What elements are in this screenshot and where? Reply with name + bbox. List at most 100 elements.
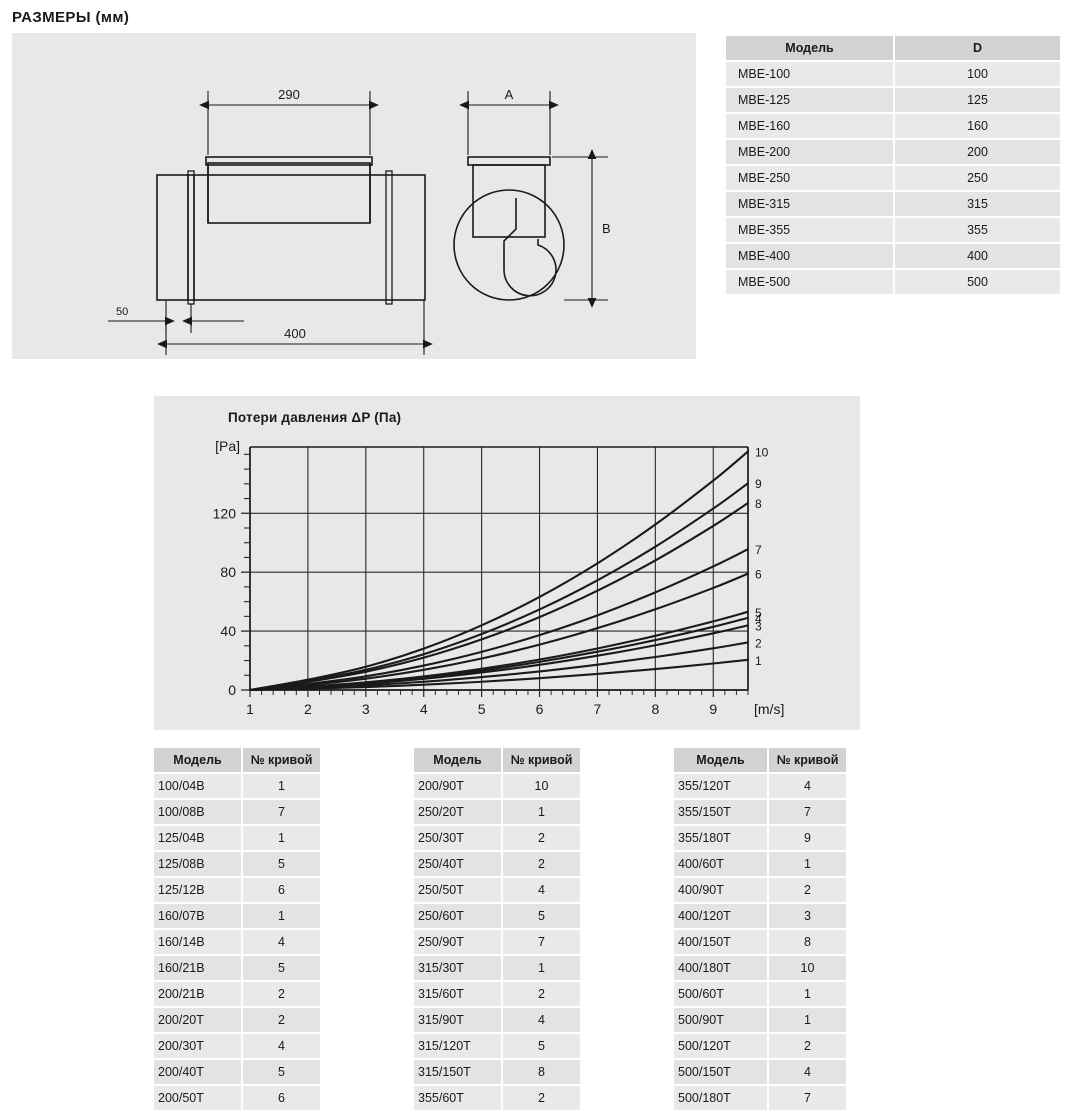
- table-row: 355/150T 7: [674, 799, 846, 826]
- cell-value: 2: [502, 851, 580, 878]
- table-row: 500/60T 1: [674, 981, 846, 1008]
- cell-model: MBE-400: [726, 243, 895, 270]
- table-row: 125/12B 6: [154, 877, 320, 904]
- cell-value: 160: [894, 113, 1060, 140]
- table-body: MBE-100 100 MBE-125 125 MBE-160 160 MBE-200 200…: [726, 61, 1060, 296]
- chart-x-tick-label: 6: [536, 701, 544, 717]
- chart-curve-label-1: 1: [755, 654, 762, 668]
- curve-number-table-1: Модель № кривой 100/04B 1 100/08B 7 125/04B 1…: [154, 748, 320, 1112]
- chart-x-tick-label: 4: [420, 701, 428, 717]
- table-header-row: Модель № кривой: [414, 748, 580, 774]
- table-row: 500/180T 7: [674, 1085, 846, 1112]
- table-row: MBE-250 250: [726, 165, 1060, 192]
- chart-curve-label-3: 3: [755, 619, 762, 633]
- cell-value: 8: [502, 1059, 580, 1086]
- cell-model: MBE-250: [726, 165, 895, 192]
- dimensions-drawing: 290 A B 50: [108, 87, 611, 355]
- cell-value: 2: [502, 981, 580, 1008]
- table-row: MBE-355 355: [726, 217, 1060, 244]
- table-row: MBE-315 315: [726, 191, 1060, 218]
- cell-model: 500/60T: [674, 981, 769, 1008]
- dimension-b-label: B: [602, 221, 611, 236]
- chart-curve-7: [248, 548, 750, 692]
- cell-value: 6: [242, 1085, 320, 1112]
- cell-value: 100: [894, 61, 1060, 88]
- page-title: РАЗМЕРЫ (мм): [12, 9, 130, 26]
- chart-x-axis-label: [m/s]: [754, 701, 784, 717]
- chart-title: Потери давления ΔP (Па): [228, 410, 402, 425]
- chart-curve-1: [248, 658, 750, 692]
- table-row: 400/180T 10: [674, 955, 846, 982]
- table-row: 250/30T 2: [414, 825, 580, 852]
- cell-value: 250: [894, 165, 1060, 192]
- header-curve-number: № кривой: [768, 748, 846, 774]
- chart-x-tick-label: 1: [246, 701, 254, 717]
- cell-value: 2: [768, 1033, 846, 1060]
- chart-curve-label-2: 2: [755, 636, 762, 650]
- cell-value: 400: [894, 243, 1060, 270]
- cell-value: 355: [894, 217, 1060, 244]
- table-row: MBE-400 400: [726, 243, 1060, 270]
- header-curve-number: № кривой: [242, 748, 320, 774]
- cell-value: 8: [768, 929, 846, 956]
- table-body: 100/04B 1 100/08B 7 125/04B 1 125/08B 5 125/12B 6…: [154, 773, 320, 1112]
- table-row: MBE-500 500: [726, 269, 1060, 296]
- cell-model: MBE-100: [726, 61, 895, 88]
- cell-model: 160/21B: [154, 955, 243, 982]
- chart-curve-5: [248, 610, 750, 692]
- table-row: MBE-160 160: [726, 113, 1060, 140]
- table-row: 200/21B 2: [154, 981, 320, 1008]
- table-row: 315/120T 5: [414, 1033, 580, 1060]
- table-row: 400/60T 1: [674, 851, 846, 878]
- cell-value: 7: [242, 799, 320, 826]
- table-row: 125/04B 1: [154, 825, 320, 852]
- cell-value: 2: [502, 1085, 580, 1112]
- cell-model: MBE-200: [726, 139, 895, 166]
- chart-x-tick-label: 5: [478, 701, 486, 717]
- cell-value: 4: [502, 877, 580, 904]
- cell-value: 1: [768, 1007, 846, 1034]
- cell-model: 250/30T: [414, 825, 503, 852]
- chart-x-tick-label: 2: [304, 701, 312, 717]
- chart-curve-label-9: 9: [755, 477, 762, 491]
- table-row: 315/150T 8: [414, 1059, 580, 1086]
- cell-model: 250/40T: [414, 851, 503, 878]
- cell-value: 125: [894, 87, 1060, 114]
- chart-y-axis-label: [Pa]: [215, 438, 240, 454]
- cell-value: 9: [768, 825, 846, 852]
- table-row: 200/30T 4: [154, 1033, 320, 1060]
- dimension-290-label: 290: [278, 87, 300, 102]
- table-header-row: Модель № кривой: [674, 748, 846, 774]
- cell-value: 10: [768, 955, 846, 982]
- cell-model: 500/150T: [674, 1059, 769, 1086]
- table-row: 400/90T 2: [674, 877, 846, 904]
- cell-value: 1: [502, 955, 580, 982]
- cell-model: 200/30T: [154, 1033, 243, 1060]
- cell-model: 400/150T: [674, 929, 769, 956]
- cell-model: 400/120T: [674, 903, 769, 930]
- table-row: 200/20T 2: [154, 1007, 320, 1034]
- chart-curve-2: [248, 641, 750, 692]
- dimension-50-label: 50: [116, 306, 128, 318]
- cell-model: MBE-315: [726, 191, 895, 218]
- chart-y-tick-label: 0: [228, 682, 236, 698]
- chart-y-tick-label: 120: [213, 505, 237, 521]
- cell-model: 400/180T: [674, 955, 769, 982]
- cell-model: 250/50T: [414, 877, 503, 904]
- cell-model: 125/04B: [154, 825, 243, 852]
- table-body: 355/120T 4 355/150T 7 355/180T 9 400/60T 1 400/9…: [674, 773, 846, 1112]
- table-row: 160/14B 4: [154, 929, 320, 956]
- cell-model: 315/150T: [414, 1059, 503, 1086]
- table-row: 355/180T 9: [674, 825, 846, 852]
- cell-value: 2: [768, 877, 846, 904]
- cell-model: 125/08B: [154, 851, 243, 878]
- chart-curve-label-6: 6: [755, 568, 762, 582]
- cell-value: 4: [242, 929, 320, 956]
- model-diameter-table: Модель D MBE-100 100 MBE-125 125 MBE-160 160 M…: [726, 36, 1060, 296]
- cell-value: 1: [502, 799, 580, 826]
- cell-model: 200/50T: [154, 1085, 243, 1112]
- cell-model: 250/20T: [414, 799, 503, 826]
- chart-curve-10: [248, 450, 750, 692]
